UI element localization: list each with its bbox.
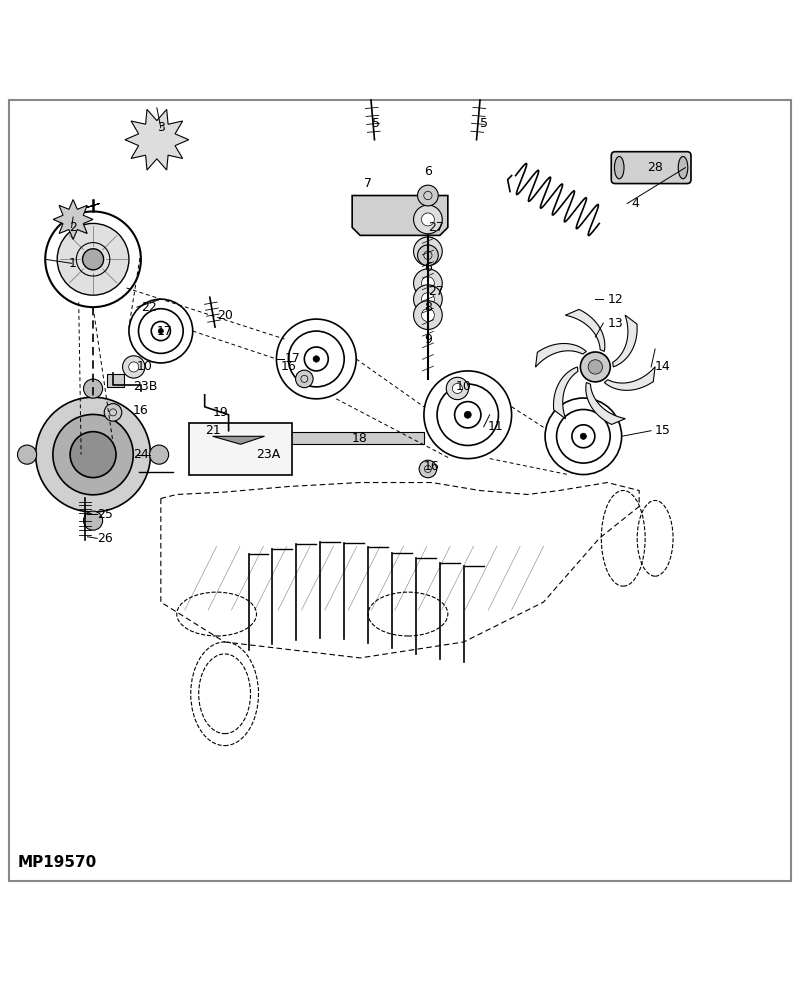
Circle shape bbox=[419, 460, 437, 478]
Polygon shape bbox=[554, 367, 578, 419]
Circle shape bbox=[452, 384, 462, 393]
Text: MP19570: MP19570 bbox=[18, 854, 97, 870]
Text: 23B: 23B bbox=[133, 381, 158, 393]
Circle shape bbox=[313, 356, 319, 362]
Text: 14: 14 bbox=[655, 360, 671, 374]
Polygon shape bbox=[535, 343, 586, 367]
Text: 6: 6 bbox=[424, 165, 432, 179]
Text: 16: 16 bbox=[281, 360, 296, 374]
Text: 6: 6 bbox=[424, 261, 432, 274]
Text: 23A: 23A bbox=[257, 448, 281, 461]
Circle shape bbox=[418, 245, 438, 266]
Circle shape bbox=[588, 360, 602, 374]
Circle shape bbox=[295, 370, 313, 387]
Polygon shape bbox=[125, 110, 189, 170]
Text: 8: 8 bbox=[424, 300, 432, 314]
Text: 10: 10 bbox=[456, 381, 472, 393]
Text: 21: 21 bbox=[205, 424, 221, 438]
Circle shape bbox=[70, 432, 116, 478]
Text: 19: 19 bbox=[213, 406, 229, 419]
Circle shape bbox=[53, 414, 134, 494]
Circle shape bbox=[414, 284, 442, 314]
Circle shape bbox=[104, 403, 122, 421]
FancyBboxPatch shape bbox=[189, 423, 292, 475]
Circle shape bbox=[446, 378, 469, 399]
Circle shape bbox=[122, 356, 145, 378]
Text: 11: 11 bbox=[488, 420, 503, 434]
Text: 16: 16 bbox=[424, 460, 440, 473]
Text: 15: 15 bbox=[655, 424, 671, 438]
Circle shape bbox=[422, 245, 434, 258]
Text: 17: 17 bbox=[157, 325, 173, 337]
Text: 12: 12 bbox=[607, 292, 623, 306]
Text: 22: 22 bbox=[141, 300, 157, 314]
Text: 17: 17 bbox=[285, 352, 300, 366]
Circle shape bbox=[18, 445, 37, 464]
Polygon shape bbox=[352, 195, 448, 235]
Polygon shape bbox=[586, 383, 626, 425]
Text: 10: 10 bbox=[137, 360, 153, 374]
Polygon shape bbox=[54, 199, 93, 239]
Text: 16: 16 bbox=[133, 404, 149, 417]
Circle shape bbox=[422, 213, 434, 226]
Polygon shape bbox=[604, 367, 655, 390]
Text: 4: 4 bbox=[631, 197, 639, 210]
Text: 3: 3 bbox=[157, 122, 165, 134]
Text: 27: 27 bbox=[428, 284, 444, 297]
Circle shape bbox=[414, 237, 442, 266]
Circle shape bbox=[36, 397, 150, 512]
FancyBboxPatch shape bbox=[611, 152, 691, 183]
Circle shape bbox=[82, 249, 103, 270]
Text: 5: 5 bbox=[480, 118, 488, 130]
Circle shape bbox=[418, 185, 438, 206]
Circle shape bbox=[422, 277, 434, 289]
Text: 2: 2 bbox=[69, 221, 77, 233]
Circle shape bbox=[414, 301, 442, 330]
Circle shape bbox=[57, 224, 129, 295]
Ellipse shape bbox=[678, 156, 688, 179]
Circle shape bbox=[580, 352, 610, 382]
Circle shape bbox=[414, 269, 442, 297]
Polygon shape bbox=[613, 315, 637, 367]
Text: 26: 26 bbox=[97, 532, 113, 544]
Text: 5: 5 bbox=[372, 118, 380, 130]
Circle shape bbox=[414, 205, 442, 233]
Circle shape bbox=[464, 411, 471, 418]
Circle shape bbox=[422, 309, 434, 322]
Polygon shape bbox=[213, 437, 265, 444]
Bar bbox=[106, 374, 124, 387]
Text: 28: 28 bbox=[647, 161, 663, 174]
Polygon shape bbox=[566, 309, 605, 351]
Circle shape bbox=[129, 362, 138, 372]
Circle shape bbox=[580, 434, 586, 439]
Text: 1: 1 bbox=[69, 257, 77, 270]
Text: 7: 7 bbox=[364, 177, 372, 190]
Bar bbox=[273, 432, 424, 444]
Circle shape bbox=[422, 292, 434, 306]
Text: 13: 13 bbox=[607, 317, 623, 330]
Circle shape bbox=[150, 445, 169, 464]
Text: 25: 25 bbox=[97, 508, 113, 521]
Circle shape bbox=[158, 329, 163, 334]
Ellipse shape bbox=[614, 156, 624, 179]
Text: 9: 9 bbox=[424, 333, 432, 345]
Text: 18: 18 bbox=[352, 433, 368, 445]
Text: 24: 24 bbox=[133, 448, 149, 461]
Circle shape bbox=[83, 379, 102, 398]
Circle shape bbox=[83, 511, 102, 530]
Text: 20: 20 bbox=[217, 309, 233, 322]
Text: 27: 27 bbox=[428, 221, 444, 233]
